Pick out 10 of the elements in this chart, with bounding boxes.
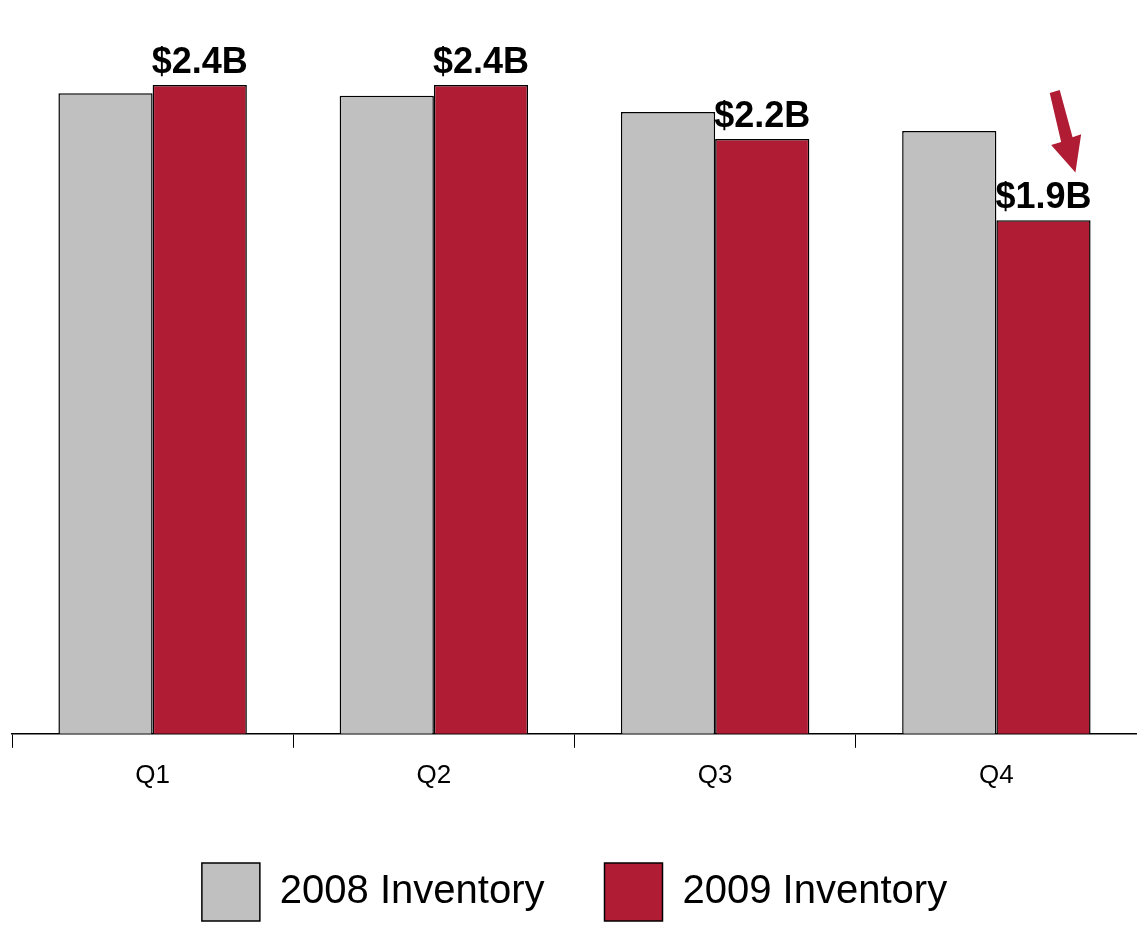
legend-label: 2008 Inventory	[279, 867, 545, 912]
x-tick-label: Q2	[416, 758, 452, 789]
x-tick-label: Q1	[135, 758, 170, 789]
data-label: $1.9B	[995, 175, 1092, 217]
x-tick-label: Q4	[979, 758, 1014, 789]
data-label: $2.4B	[432, 39, 530, 81]
x-tick-label: Q3	[697, 758, 733, 789]
legend-label: 2009 Inventory	[682, 867, 948, 912]
data-label: $2.2B	[714, 94, 811, 136]
data-label: $2.4B	[151, 39, 248, 81]
